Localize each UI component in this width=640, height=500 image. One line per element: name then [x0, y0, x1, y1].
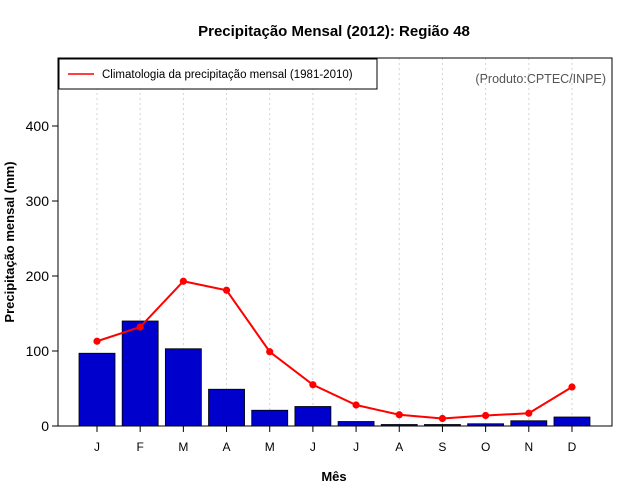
climatology-point-7	[352, 401, 360, 409]
bar-4	[208, 388, 245, 427]
climatology-point-6	[309, 381, 317, 389]
x-tick-label: D	[568, 440, 577, 454]
climatology-point-10	[482, 411, 490, 420]
bar-series	[78, 320, 591, 427]
bar-1	[78, 352, 116, 427]
bar-11	[510, 420, 548, 427]
bar-3	[164, 348, 202, 427]
climatology-line-series	[93, 277, 576, 423]
chart-title: Precipitação Mensal (2012): Região 48	[198, 23, 470, 40]
x-tick-label: M	[265, 440, 275, 454]
y-tick-label: 400	[26, 118, 50, 134]
climatology-point-5	[266, 348, 274, 356]
bar-6	[294, 406, 332, 427]
x-tick-label: J	[310, 440, 316, 454]
climatology-point-2	[136, 323, 144, 331]
climatology-point-12	[568, 383, 576, 391]
y-axis-label: Precipitação mensal (mm)	[2, 161, 17, 322]
x-tick-label: J	[94, 440, 100, 454]
bar-7	[337, 421, 375, 427]
source-note: (Produto:CPTEC/INPE)	[475, 72, 606, 86]
y-axis: 0 100 200 300 400	[26, 118, 58, 434]
bar-2	[121, 320, 159, 427]
legend-box	[58, 58, 378, 90]
x-tick-label: F	[137, 440, 144, 454]
x-tick-label: S	[438, 440, 446, 454]
x-tick-label: M	[178, 440, 188, 454]
climatology-point-3	[179, 277, 187, 285]
climatology-point-1	[93, 337, 101, 345]
y-tick-label: 100	[26, 343, 50, 359]
climatology-point-9	[438, 414, 447, 423]
climatology-point-11	[525, 409, 533, 417]
x-tick-label: A	[395, 440, 403, 454]
y-tick-label: 0	[41, 418, 49, 434]
x-axis-label: Mês	[321, 469, 346, 484]
bar-5	[251, 409, 289, 427]
climatology-line	[96, 280, 573, 420]
climatology-point-8	[395, 411, 403, 419]
plot-area-frame	[57, 57, 613, 427]
x-tick-label: O	[481, 440, 490, 454]
y-tick-label: 300	[26, 193, 50, 209]
x-tick-label: N	[524, 440, 533, 454]
bar-12	[553, 416, 591, 427]
x-tick-label: A	[223, 440, 231, 454]
y-tick-label: 200	[26, 268, 50, 284]
legend-label-climatology: Climatologia da precipitação mensal (198…	[102, 69, 353, 81]
x-tick-label: J	[353, 440, 359, 454]
climatology-point-4	[222, 286, 231, 294]
legend: Climatologia da precipitação mensal (198…	[58, 58, 378, 90]
